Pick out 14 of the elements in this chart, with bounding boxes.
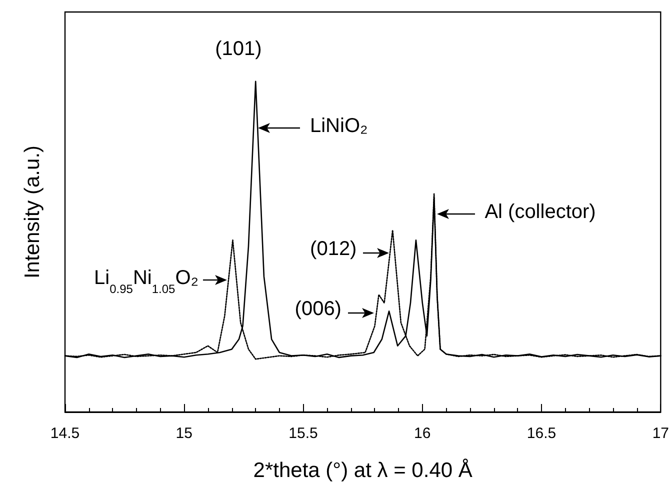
annotation: (101)	[215, 38, 262, 60]
x-tick-label: 17	[652, 425, 669, 442]
x-tick-label: 16	[414, 425, 431, 442]
annotation: (006)	[294, 298, 342, 320]
x-tick-label: 14.5	[50, 425, 80, 442]
annotation: Al (collector)	[484, 200, 596, 223]
x-tick-label: 15.5	[288, 425, 318, 442]
annotation: (012)	[310, 238, 357, 260]
x-tick-label: 16.5	[526, 425, 556, 442]
annotation: LiNiO₂	[310, 114, 368, 137]
annotation: Li$_{0.95}$Ni$_{1.05}$O₂	[94, 266, 199, 296]
x-axis-title: 2*theta (°) at λ = 0.40 Å	[253, 458, 472, 482]
y-axis-title: Intensity (a.u.)	[21, 145, 44, 279]
x-tick-label: 15	[176, 425, 192, 442]
